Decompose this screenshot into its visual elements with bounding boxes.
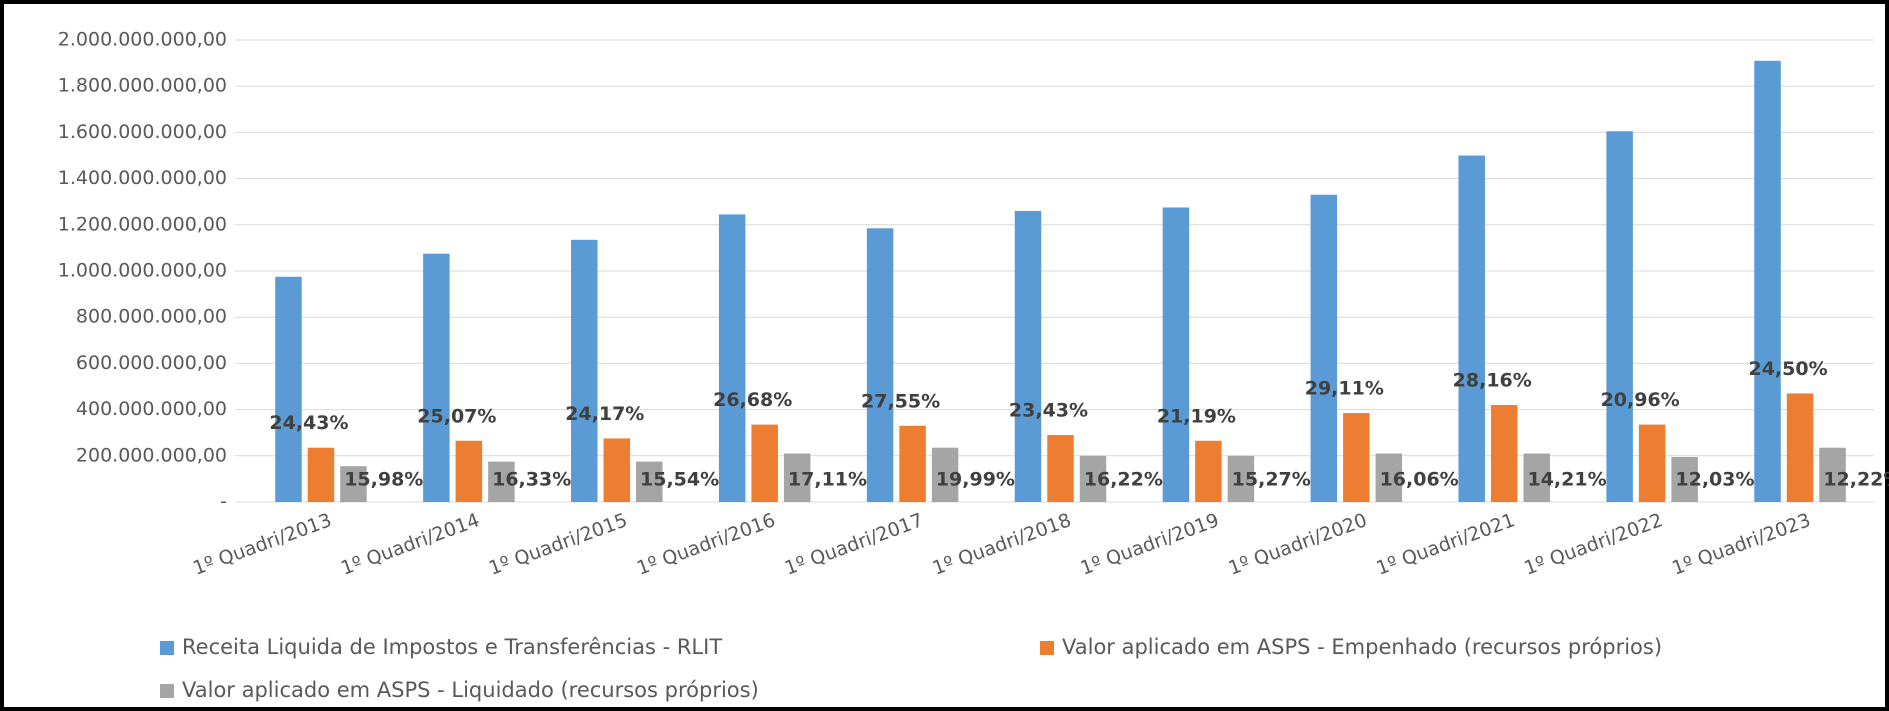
bar	[571, 239, 598, 502]
bar	[1162, 207, 1190, 502]
bar	[340, 466, 367, 502]
legend-swatch	[160, 684, 174, 698]
bar	[1047, 435, 1074, 502]
bar	[1671, 456, 1698, 502]
y-tick-label: 1.400.000.000,00	[58, 167, 227, 189]
data-label: 28,16%	[1453, 369, 1532, 391]
bar	[866, 228, 894, 502]
bar	[1819, 447, 1846, 502]
data-label: 29,11%	[1305, 378, 1384, 400]
bar	[1014, 210, 1042, 502]
data-label: 14,21%	[1527, 469, 1606, 491]
bar	[931, 447, 959, 502]
bar	[1227, 455, 1255, 502]
y-tick-label: 200.000.000,00	[76, 444, 227, 466]
y-tick-label: -	[220, 491, 227, 513]
data-label: 21,19%	[1157, 405, 1236, 427]
bar	[1786, 393, 1814, 502]
bar	[1079, 455, 1107, 502]
data-label: 20,96%	[1601, 389, 1680, 411]
y-tick-label: 1.200.000.000,00	[58, 213, 227, 235]
bar	[423, 253, 450, 502]
legend-swatch	[160, 641, 174, 655]
bar	[783, 453, 811, 502]
data-label: 12,03%	[1675, 469, 1754, 491]
bar	[307, 447, 335, 502]
bar	[1375, 453, 1403, 502]
data-label: 24,17%	[565, 403, 644, 425]
data-label: 16,06%	[1380, 469, 1459, 491]
data-label: 16,33%	[492, 469, 571, 491]
bar	[603, 438, 631, 502]
data-label: 25,07%	[417, 405, 496, 427]
bar	[1195, 440, 1222, 502]
y-tick-label: 800.000.000,00	[76, 306, 227, 328]
legend-swatch	[1040, 641, 1054, 655]
data-label: 27,55%	[861, 390, 940, 412]
bar	[1458, 155, 1485, 502]
data-label: 17,11%	[788, 469, 867, 491]
bar	[718, 214, 746, 502]
bar	[1310, 194, 1338, 502]
data-label: 15,54%	[640, 469, 719, 491]
y-tick-label: 400.000.000,00	[76, 398, 227, 420]
bar	[1343, 413, 1370, 502]
bar	[488, 461, 515, 502]
bar	[1523, 453, 1550, 502]
bar	[455, 440, 483, 502]
legend-label: Valor aplicado em ASPS - Empenhado (recu…	[1062, 635, 1662, 659]
y-tick-label: 1.000.000.000,00	[58, 260, 227, 282]
y-tick-label: 1.600.000.000,00	[58, 121, 227, 143]
legend-label: Receita Liquida de Impostos e Transferên…	[182, 635, 722, 659]
data-label: 15,98%	[344, 469, 423, 491]
data-label: 16,22%	[1084, 469, 1163, 491]
bar	[636, 461, 663, 502]
bar	[899, 425, 926, 502]
y-tick-label: 2.000.000.000,00	[58, 29, 227, 51]
data-label: 15,27%	[1232, 469, 1311, 491]
bar	[1638, 424, 1666, 502]
bar	[1606, 131, 1633, 502]
data-label: 26,68%	[713, 389, 792, 411]
y-tick-label: 1.800.000.000,00	[58, 75, 227, 97]
data-label: 23,43%	[1009, 400, 1088, 422]
bar	[1754, 60, 1781, 502]
bar	[275, 276, 302, 502]
data-label: 12,22%	[1823, 469, 1889, 491]
legend-label: Valor aplicado em ASPS - Liquidado (recu…	[182, 678, 759, 702]
data-label: 24,50%	[1748, 358, 1827, 380]
bar	[1490, 404, 1518, 502]
data-label: 24,43%	[269, 412, 348, 434]
bar	[751, 424, 778, 502]
data-label: 19,99%	[936, 469, 1015, 491]
y-tick-label: 600.000.000,00	[76, 352, 227, 374]
